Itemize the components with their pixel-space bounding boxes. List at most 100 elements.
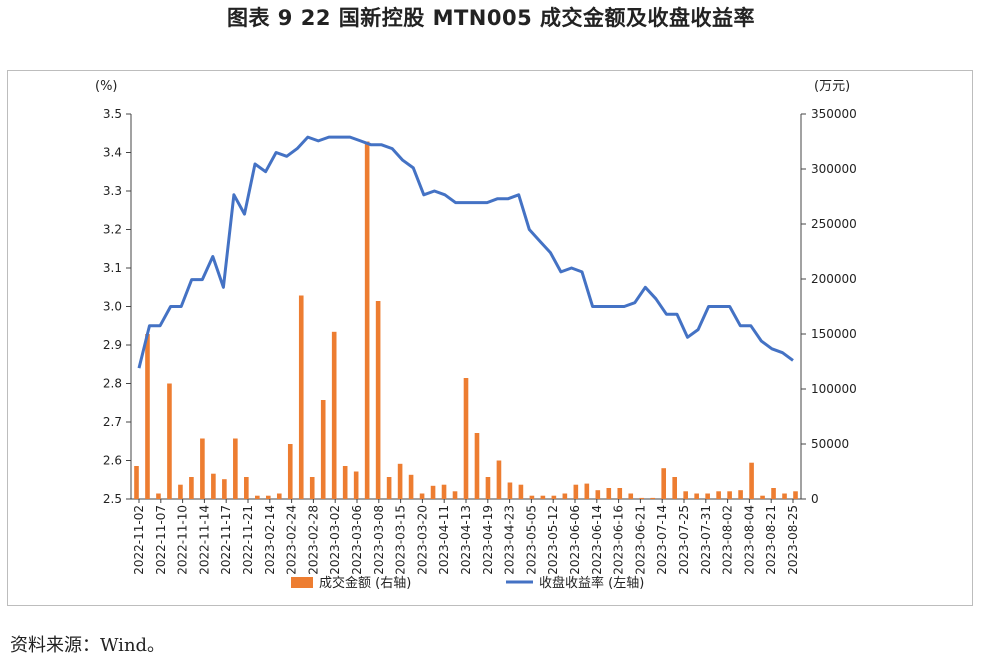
- x-axis-tick-label: 2023-05-05: [524, 505, 538, 575]
- volume-bar: [716, 491, 721, 499]
- volume-bar: [331, 331, 337, 499]
- volume-bar: [595, 490, 601, 499]
- volume-bar: [441, 484, 447, 499]
- right-axis-tick-label: 300000: [811, 162, 857, 176]
- x-axis-tick-label: 2023-04-23: [503, 505, 517, 575]
- volume-bar: [244, 477, 249, 499]
- x-axis-tick-label: 2023-08-25: [786, 505, 800, 575]
- volume-bar: [749, 462, 754, 499]
- right-axis-tick-label: 150000: [811, 327, 857, 341]
- chart-frame: 2.5 2.6 2.7 2.8 2.9 3.0 3.1 3.2 3.3 3.4 3.5 0 50000 1…: [7, 70, 973, 606]
- figure-title: 图表 9 22 国新控股 MTN005 成交金额及收盘收益率: [226, 6, 756, 30]
- volume-bar: [782, 493, 787, 499]
- volume-bar: [771, 488, 776, 499]
- volume-bar: [430, 485, 436, 499]
- left-axis-tick-label: 3.4: [103, 146, 122, 160]
- left-axis-tick-label: 3.3: [103, 184, 122, 198]
- left-axis-tick-label: 3.5: [103, 107, 122, 121]
- volume-bar: [507, 482, 513, 499]
- volume-bar: [397, 463, 403, 499]
- right-axis-unit: (万元): [814, 79, 850, 94]
- x-axis-tick-label: 2022-11-21: [241, 505, 255, 575]
- volume-bar: [265, 495, 271, 499]
- volume-bar: [353, 471, 359, 499]
- volume-bar: [375, 301, 381, 499]
- volume-bar: [727, 491, 732, 499]
- volume-bar: [474, 433, 480, 499]
- right-axis-tick-label: 250000: [811, 217, 857, 231]
- left-axis-tick-label: 2.5: [103, 492, 122, 506]
- x-axis-tick-label: 2023-02-24: [285, 505, 299, 575]
- x-axis-tick-label: 2023-03-08: [372, 505, 386, 575]
- x-axis-tick-label: 2023-03-20: [415, 505, 429, 575]
- volume-bar: [178, 484, 183, 499]
- volume-bar: [255, 495, 260, 499]
- volume-bar: [793, 491, 798, 499]
- x-axis-tick-label: 2023-06-14: [590, 505, 604, 575]
- left-axis-tick-label: 2.6: [103, 454, 122, 468]
- x-axis-tick-label: 2023-06-06: [568, 505, 582, 575]
- right-axis-tick-label: 350000: [811, 107, 857, 121]
- left-axis-tick-label: 2.8: [103, 377, 122, 391]
- right-axis-tick-label: 200000: [811, 272, 857, 286]
- x-axis-tick-label: 2023-07-31: [699, 505, 713, 575]
- left-axis-tick-label: 3.2: [103, 223, 122, 237]
- legend-bar-label: 成交金额 (右轴): [319, 575, 411, 591]
- volume-bar: [408, 474, 414, 499]
- volume-bar: [738, 490, 743, 499]
- volume-bar: [200, 438, 205, 499]
- x-axis-tick-label: 2023-02-28: [306, 505, 320, 575]
- x-axis-tick-label: 2023-03-15: [394, 505, 408, 575]
- volume-bar: [540, 495, 546, 499]
- volume-bar: [276, 493, 282, 499]
- volume-bar: [518, 484, 524, 499]
- volume-bar: [760, 495, 765, 499]
- x-axis-tick-label: 2023-06-16: [612, 505, 626, 575]
- left-axis-tick-label: 2.9: [103, 338, 122, 352]
- volume-bar: [145, 334, 150, 499]
- volume-bar: [320, 400, 326, 499]
- volume-bar: [419, 493, 425, 499]
- volume-bar: [551, 495, 557, 499]
- right-axis-tick-label: 100000: [811, 382, 857, 396]
- x-axis-tick-label: 2023-03-02: [328, 505, 342, 575]
- volume-bar: [573, 484, 579, 499]
- volume-bar: [452, 491, 458, 499]
- right-axis-tick-label: 0: [811, 492, 819, 506]
- volume-bar: [628, 493, 634, 499]
- x-axis-tick-label: 2022-11-14: [197, 505, 211, 575]
- volume-bar: [287, 444, 293, 499]
- volume-bar: [683, 491, 688, 499]
- volume-bar: [309, 477, 315, 499]
- volume-bar: [672, 477, 677, 499]
- x-axis-tick-label: 2023-08-02: [721, 505, 735, 575]
- x-axis-tick-label: 2023-02-14: [263, 505, 277, 575]
- chart-area: 2.5 2.6 2.7 2.8 2.9 3.0 3.1 3.2 3.3 3.4 3.5 0 50000 1…: [95, 79, 857, 591]
- right-axis-tick-label: 50000: [811, 437, 849, 451]
- x-axis-tick-label: 2023-04-19: [481, 505, 495, 575]
- left-axis-unit: (%): [95, 79, 118, 94]
- x-axis-tick-label: 2022-11-17: [219, 505, 233, 575]
- yield-line: [137, 135, 794, 369]
- left-axis-tick-label: 3.0: [103, 300, 122, 314]
- volume-bar: [189, 477, 194, 499]
- volume-bar: [529, 495, 535, 499]
- x-axis-tick-label: 2022-11-07: [154, 505, 168, 575]
- volume-bar: [562, 493, 568, 499]
- left-axis-tick-label: 2.7: [103, 415, 122, 429]
- volume-bar: [617, 488, 623, 499]
- volume-bar: [156, 493, 161, 499]
- volume-bar: [298, 295, 304, 499]
- legend-bar-swatch: [291, 577, 313, 588]
- source-note: 资料来源：Wind。: [10, 635, 166, 656]
- x-axis-tick-label: 2023-08-04: [742, 505, 756, 575]
- x-axis-tick-label: 2023-04-11: [437, 505, 451, 575]
- x-axis-tick-label: 2023-08-21: [764, 505, 778, 575]
- volume-bar: [233, 438, 238, 499]
- x-axis-tick-label: 2023-07-14: [655, 505, 669, 575]
- volume-bar: [211, 473, 216, 499]
- volume-bar: [167, 383, 172, 499]
- x-axis-tick-label: 2023-06-21: [633, 505, 647, 575]
- volume-bar: [386, 477, 392, 499]
- x-axis-tick-label: 2023-07-25: [677, 505, 691, 575]
